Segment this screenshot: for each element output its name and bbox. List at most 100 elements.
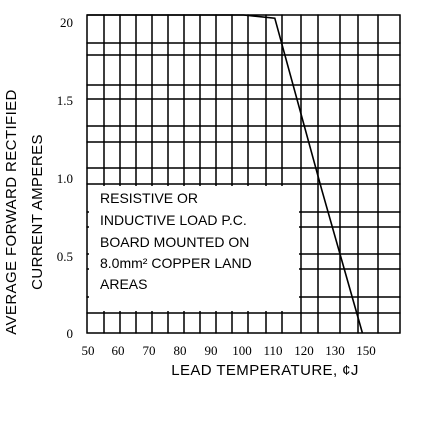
grid-cell	[135, 312, 153, 334]
grid-cell	[377, 84, 401, 100]
grid-cell	[86, 98, 105, 127]
grid-cell	[247, 54, 267, 86]
annotation-box	[89, 186, 299, 311]
grid-cell	[247, 98, 267, 127]
grid-cell	[300, 183, 319, 213]
grid-cell	[377, 183, 401, 213]
grid-cell	[135, 141, 153, 169]
grid-cell	[215, 141, 233, 169]
grid-cell	[135, 125, 153, 143]
x-tick-label: 130	[325, 343, 345, 358]
grid-cell	[265, 141, 283, 169]
annotation-line: INDUCTIVE LOAD P.C.	[100, 212, 247, 228]
grid-cell	[339, 167, 359, 185]
grid-cell	[317, 84, 341, 100]
grid-cell	[151, 125, 169, 143]
grid-cell	[151, 54, 169, 86]
grid-cell	[300, 42, 319, 56]
x-tick-label: 100	[232, 343, 252, 358]
y-tick-label: 0.5	[57, 249, 73, 264]
grid-cell	[357, 98, 379, 127]
grid-cell	[317, 98, 341, 127]
x-axis-label: LEAD TEMPERATURE, ¢J	[171, 362, 359, 379]
grid-cell	[231, 98, 249, 127]
grid-cell	[119, 312, 137, 334]
grid-cell	[281, 167, 302, 185]
grid-cell	[199, 42, 217, 56]
grid-cell	[86, 54, 105, 86]
grid-cell	[167, 98, 185, 127]
y-tick-label: 20	[60, 15, 73, 30]
grid-cell	[265, 54, 283, 86]
grid-cell	[167, 167, 185, 185]
grid-cell	[377, 226, 401, 255]
grid-cell	[103, 14, 121, 44]
grid-cell	[247, 125, 267, 143]
grid-cell	[281, 84, 302, 100]
x-tick-label: 120	[294, 343, 314, 358]
grid-cell	[281, 125, 302, 143]
grid-cell	[300, 211, 319, 228]
grid-cell	[183, 14, 201, 44]
grid-cell	[281, 312, 302, 334]
grid-cell	[357, 125, 379, 143]
grid-cell	[167, 141, 185, 169]
grid-cell	[199, 84, 217, 100]
grid-cell	[300, 125, 319, 143]
grid-cell	[265, 312, 283, 334]
grid-cell	[247, 167, 267, 185]
grid-cell	[377, 14, 401, 44]
grid-cell	[119, 42, 137, 56]
grid-cell	[231, 167, 249, 185]
x-tick-label: 60	[112, 343, 125, 358]
grid-cell	[377, 141, 401, 169]
grid-cell	[135, 14, 153, 44]
x-tick-label: 80	[174, 343, 187, 358]
grid-cell	[231, 84, 249, 100]
grid-cell	[300, 84, 319, 100]
grid-cell	[357, 167, 379, 185]
grid-cell	[357, 253, 379, 270]
grid-cell	[199, 54, 217, 86]
grid-cell	[167, 54, 185, 86]
grid-cell	[119, 125, 137, 143]
grid-cell	[339, 54, 359, 86]
annotation-text: RESISTIVE OR INDUCTIVE LOAD P.C. BOARD MOU…	[100, 190, 252, 292]
grid-cell	[247, 42, 267, 56]
grid-cell	[357, 211, 379, 228]
grid-cell	[135, 54, 153, 86]
grid-cell	[167, 125, 185, 143]
annotation-background	[89, 186, 299, 311]
grid-cell	[86, 14, 105, 44]
grid-cell	[119, 141, 137, 169]
grid-cell	[377, 312, 401, 334]
grid-cell	[317, 167, 341, 185]
grid-cell	[377, 167, 401, 185]
grid-cell	[231, 141, 249, 169]
grid-cell	[339, 125, 359, 143]
grid-cell	[300, 54, 319, 86]
annotation-line: 8.0mm² COPPER LAND	[100, 255, 252, 271]
annotation-line: RESISTIVE OR	[100, 190, 198, 206]
grid-cell	[119, 167, 137, 185]
grid-cell	[377, 125, 401, 143]
grid-cell	[231, 125, 249, 143]
grid-cell	[377, 42, 401, 56]
annotation-line: AREAS	[100, 276, 147, 292]
grid-cell	[339, 226, 359, 255]
grid-cell	[339, 211, 359, 228]
grid-cell	[135, 84, 153, 100]
grid-cell	[183, 312, 201, 334]
x-tick-label: 70	[143, 343, 156, 358]
grid-cell	[317, 14, 341, 44]
grid-cell	[86, 312, 105, 334]
grid-cell	[103, 84, 121, 100]
grid-cell	[183, 141, 201, 169]
series-line	[87, 14, 364, 334]
grid-cell	[317, 125, 341, 143]
grid-cell	[119, 84, 137, 100]
grid-cell	[167, 42, 185, 56]
grid-cell	[339, 14, 359, 44]
grid-cell	[377, 98, 401, 127]
